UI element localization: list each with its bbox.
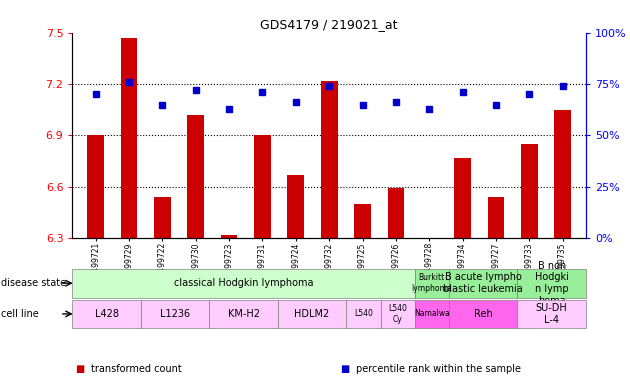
Bar xyxy=(415,269,449,298)
Bar xyxy=(449,269,517,298)
Bar xyxy=(141,300,209,328)
Bar xyxy=(454,157,471,238)
Bar xyxy=(188,115,204,238)
Text: L540
Cy: L540 Cy xyxy=(388,304,407,324)
Bar xyxy=(415,300,449,328)
Text: classical Hodgkin lymphoma: classical Hodgkin lymphoma xyxy=(174,278,313,288)
Text: B non
Hodgki
n lymp
homa: B non Hodgki n lymp homa xyxy=(535,261,569,306)
Bar xyxy=(321,81,338,238)
Bar xyxy=(154,197,171,238)
Bar xyxy=(354,204,371,238)
Bar xyxy=(387,189,404,238)
Title: GDS4179 / 219021_at: GDS4179 / 219021_at xyxy=(260,18,398,31)
Text: Reh: Reh xyxy=(474,309,493,319)
Bar xyxy=(554,110,571,238)
Text: ■: ■ xyxy=(340,364,350,374)
Text: KM-H2: KM-H2 xyxy=(227,309,260,319)
Bar xyxy=(517,269,586,298)
Text: ■: ■ xyxy=(76,364,85,374)
Bar xyxy=(278,300,346,328)
Bar xyxy=(521,144,537,238)
Bar xyxy=(209,300,278,328)
Bar xyxy=(221,235,238,238)
Text: HDLM2: HDLM2 xyxy=(294,309,329,319)
Text: SU-DH
L-4: SU-DH L-4 xyxy=(536,303,568,325)
Text: B acute lympho
blastic leukemia: B acute lympho blastic leukemia xyxy=(444,272,523,294)
Text: Namalwa: Namalwa xyxy=(414,310,450,318)
Text: disease state: disease state xyxy=(1,278,66,288)
Text: L540: L540 xyxy=(354,310,373,318)
Bar xyxy=(488,197,504,238)
Bar xyxy=(254,135,271,238)
Bar xyxy=(72,300,141,328)
Text: transformed count: transformed count xyxy=(91,364,182,374)
Bar xyxy=(88,135,104,238)
Bar xyxy=(517,300,586,328)
Bar xyxy=(72,269,415,298)
Text: L428: L428 xyxy=(94,309,118,319)
Bar xyxy=(449,300,517,328)
Bar xyxy=(381,300,415,328)
Text: percentile rank within the sample: percentile rank within the sample xyxy=(356,364,521,374)
Text: Burkitt
lymphoma: Burkitt lymphoma xyxy=(411,273,452,293)
Text: L1236: L1236 xyxy=(160,309,190,319)
Bar xyxy=(121,38,137,238)
Bar xyxy=(287,175,304,238)
Bar xyxy=(346,300,381,328)
Text: cell line: cell line xyxy=(1,309,39,319)
